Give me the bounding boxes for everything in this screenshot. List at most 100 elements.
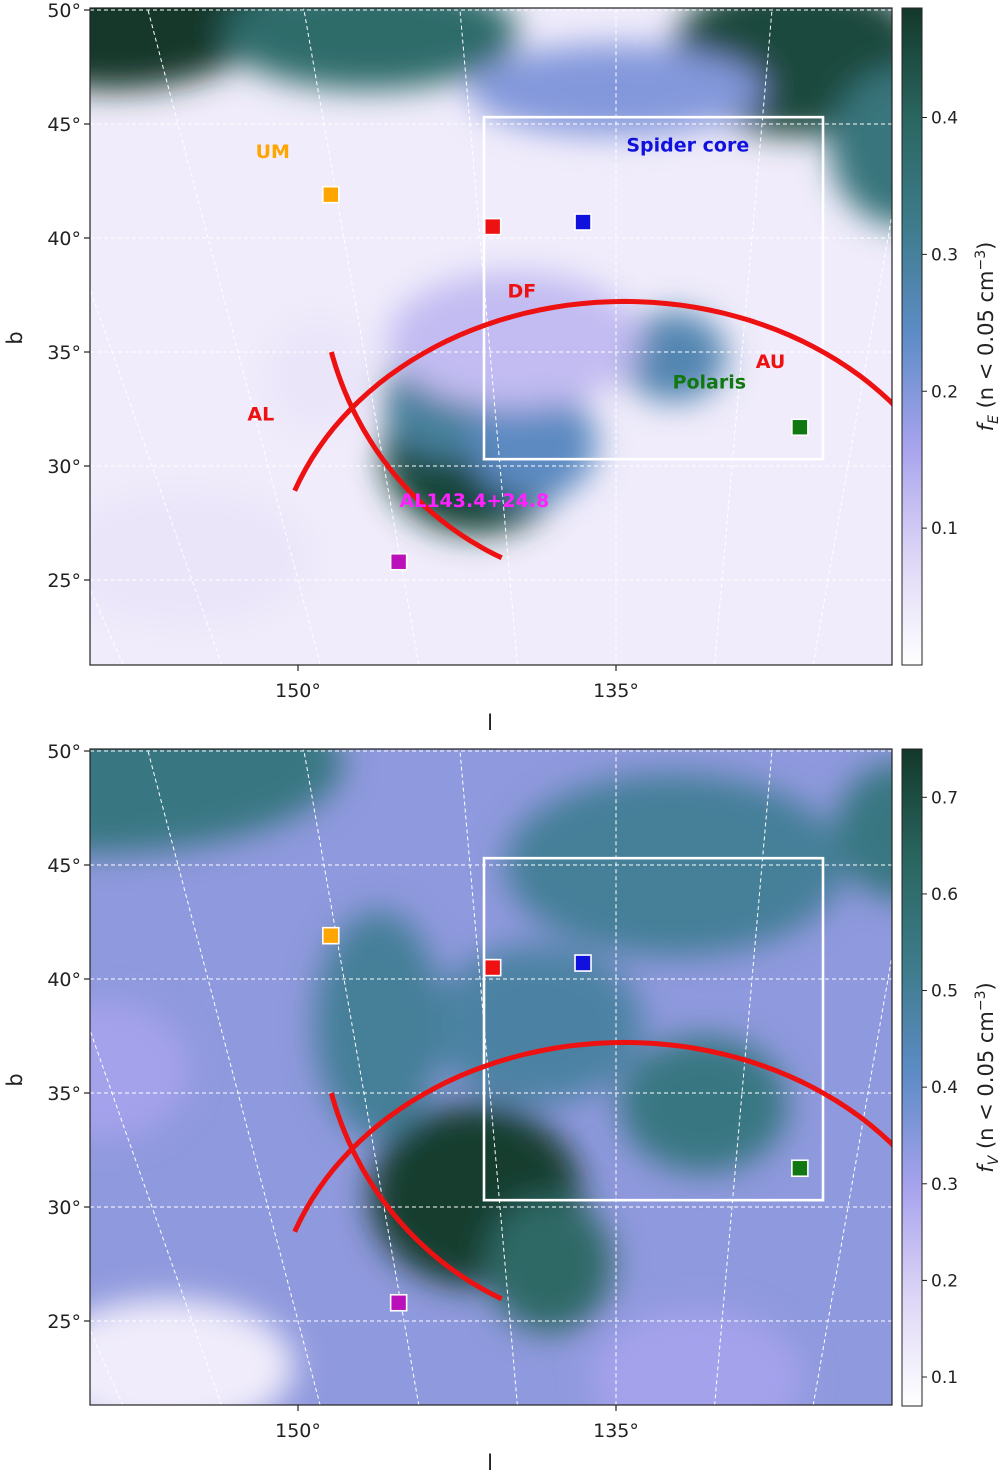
intensity-blob-13 (90, 488, 312, 626)
label-um: UM (256, 141, 290, 163)
arc-lower (328, 351, 503, 561)
marker-df (483, 958, 502, 977)
region-box (482, 856, 825, 1202)
arc-lower (328, 1092, 503, 1302)
y-tick-label: 50° (47, 741, 81, 763)
map-frame (89, 748, 893, 1406)
colorbar-gradient (901, 7, 923, 666)
colorbar-gradient (901, 748, 923, 1407)
x-axis-label: l (487, 1451, 493, 1475)
axis-ticks: 50° 45° 40° 35° 30° 25° 150° 135° (47, 741, 639, 1442)
marker-polaris (791, 1159, 809, 1178)
label-al143-4-24-8: AL143.4+24.8 (400, 490, 550, 512)
colorbar: 0.1 0.2 0.3 0.4 fE (n < 0.05 cm−3) (901, 7, 1000, 666)
y-tick-label: 50° (47, 0, 81, 22)
colorbar-tick-label: 0.1 (931, 1368, 958, 1388)
colorbar-label-rest: (n < 0.05 cm (974, 1011, 998, 1156)
grid-longitude-130 (714, 8, 773, 665)
colorbar-label-end: ) (974, 982, 998, 990)
overlay-annotations (292, 856, 892, 1312)
grid-longitude-140 (459, 8, 518, 665)
colorbar-label-main: f (974, 420, 998, 431)
colorbar-tick-label: 0.4 (931, 109, 958, 129)
axis-ticks: 50° 45° 40° 35° 30° 25° 150° 135° (47, 0, 639, 702)
intensity-blob-5 (835, 762, 892, 899)
grid-longitude-155 (90, 1028, 223, 1405)
intensity-blob-6 (0, 0, 9, 90)
grid-longitude-130 (714, 749, 773, 1405)
marker-al143-4-24-8 (389, 552, 408, 571)
y-axis-label: b (3, 1073, 27, 1086)
x-tick-label: 135° (593, 680, 639, 702)
y-tick-label: 45° (47, 114, 81, 136)
x-tick-label: 150° (275, 680, 321, 702)
intensity-blobs (0, 0, 892, 626)
marker-df (483, 217, 502, 236)
x-tick-label: 150° (275, 1420, 321, 1442)
colorbar-tick-label: 0.5 (931, 982, 958, 1002)
colorbar-tick-label: 0.2 (931, 1271, 958, 1291)
intensity-blob-1 (485, 1195, 613, 1333)
grid-longitude-165 (0, 705, 28, 1412)
colorbar-tick-label: 0.3 (931, 1175, 958, 1195)
marker-spider-core (574, 954, 592, 972)
colorbar-tick-label: 0.4 (931, 1078, 958, 1098)
colorbar-tick-label: 0.2 (931, 382, 958, 402)
y-tick-label: 25° (47, 1311, 81, 1333)
region-labels: UM Spider core DF AU Polaris AL AL143.4+24.8 (247, 134, 785, 512)
intensity-blob-2 (469, 386, 597, 501)
intensity-blob-8 (90, 1001, 189, 1139)
y-tick-label: 30° (47, 456, 81, 478)
grid-longitude-150 (146, 749, 321, 1405)
marker-um (322, 926, 340, 945)
intensity-blob-7 (314, 910, 442, 1139)
grid-longitude-125 (812, 953, 892, 1405)
marker-spider-core (574, 213, 592, 231)
grid-longitude-140 (459, 749, 518, 1405)
x-tick-label: 135° (593, 1420, 639, 1442)
colorbar-label-sup: −3 (973, 250, 989, 271)
arc-upper (292, 1039, 892, 1233)
top-panel: 50° 45° 40° 35° 30° 25° 150° 135° UM Spider core… (0, 0, 1000, 735)
y-tick-label: 35° (47, 342, 81, 364)
intensity-blob-6 (430, 944, 643, 1105)
colorbar-label-rest: (n < 0.05 cm (974, 271, 998, 416)
y-tick-label: 40° (47, 228, 81, 250)
label-spider-core: Spider core (626, 134, 749, 156)
intensity-blob-3 (620, 310, 727, 403)
colorbar-label-main: f (974, 1162, 998, 1173)
region-box (482, 115, 825, 461)
colorbar-tick-label: 0.3 (931, 245, 958, 265)
colorbar: 0.1 0.2 0.3 0.4 0.5 0.6 0.7 fV (n < 0.05 cm−3) (901, 748, 1000, 1407)
intensity-blob-12 (265, 317, 372, 432)
y-tick-label: 45° (47, 855, 81, 877)
marker-polaris (791, 418, 809, 437)
intensity-blob-10 (829, 68, 892, 226)
colorbar-label-end: ) (974, 242, 998, 250)
label-df: DF (507, 280, 536, 302)
label-polaris: Polaris (673, 371, 747, 393)
intensity-blob-2 (618, 1036, 789, 1173)
label-au: AU (756, 351, 786, 373)
intensity-blob-10 (590, 1309, 803, 1405)
colorbar-tick-label: 0.6 (931, 885, 958, 905)
y-tick-label: 25° (47, 570, 81, 592)
y-tick-label: 35° (47, 1083, 81, 1105)
grid-longitude-125 (812, 212, 892, 665)
bottom-panel: 50° 45° 40° 35° 30° 25° 150° 135° b l 0.1 0.2 0.3… (0, 705, 1000, 1475)
intensity-blob-7 (221, 8, 518, 90)
intensity-blob-3 (90, 749, 344, 854)
colorbar-label-sub: E (986, 415, 1000, 424)
colorbar-tick-label: 0.7 (931, 788, 958, 808)
y-tick-label: 30° (47, 1197, 81, 1219)
y-axis-label: b (3, 331, 27, 344)
y-tick-label: 40° (47, 969, 81, 991)
colorbar-label-sub: V (986, 1154, 1000, 1165)
arc-upper (292, 298, 892, 492)
label-al: AL (247, 403, 274, 425)
colorbar-label: fV (n < 0.05 cm−3) (973, 982, 1000, 1172)
intensity-blob-9 (90, 1298, 295, 1405)
colorbar-tick-label: 0.1 (931, 519, 958, 539)
map-frame (89, 7, 893, 666)
